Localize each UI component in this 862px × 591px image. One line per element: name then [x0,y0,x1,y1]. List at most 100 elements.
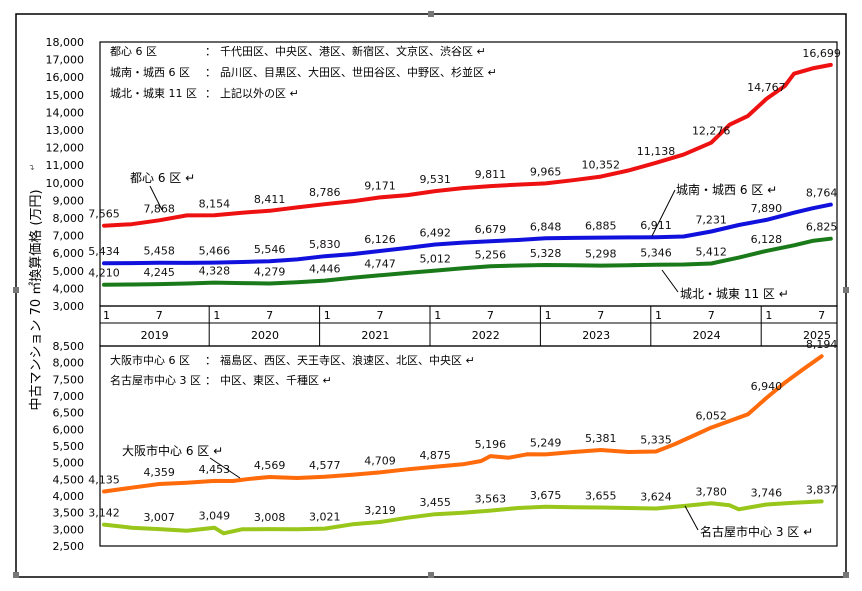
data-label: 9,531 [419,173,451,186]
data-label: 6,911 [640,219,672,232]
series-label-toshin: 都心 6 区 ↵ [130,171,195,185]
data-label: 3,455 [419,496,451,509]
x-month-label: 1 [545,309,552,322]
y-tick-label: 13,000 [46,124,85,137]
selection-handle-bottom-right[interactable] [843,572,849,578]
selection-handle-left[interactable] [13,287,19,293]
data-label: 3,837 [806,483,838,496]
y-tick-label: 3,500 [53,507,85,520]
selection-handle-top[interactable] [428,11,434,17]
data-label: 7,868 [143,202,175,215]
y-tick-label: 6,000 [53,423,85,436]
data-label: 5,546 [254,243,286,256]
data-label: 11,138 [637,145,676,158]
data-label: 5,256 [475,248,507,261]
x-month-label: 7 [266,309,273,322]
y-tick-label: 2,500 [53,540,85,553]
x-month-label: 1 [213,309,220,322]
x-month-label: 7 [818,309,825,322]
y-tick-label: 10,000 [46,177,85,190]
y-tick-label: 7,500 [53,373,85,386]
data-label: 4,210 [88,267,120,280]
data-label: 3,746 [751,486,783,499]
data-label: 5,381 [585,432,617,445]
data-label: 5,196 [475,438,507,451]
x-month-label: 7 [597,309,604,322]
x-year-label: 2022 [472,329,500,342]
y-tick-label: 5,000 [53,265,85,278]
data-label: 3,780 [695,485,727,498]
leader-line-toshin [149,185,163,211]
data-label: 3,563 [475,493,507,506]
data-label: 6,052 [695,410,727,423]
y-tick-label: 8,500 [53,340,85,353]
y-tick-label: 6,000 [53,247,85,260]
legend-series-name: 都心 6 区 [110,45,157,58]
data-label: 9,171 [364,179,396,192]
data-label: 3,007 [143,511,175,524]
x-month-label: 7 [487,309,494,322]
data-label: 4,328 [199,265,231,278]
y-tick-label: 17,000 [46,54,85,67]
legend-wards: 品川区、目黒区、大田区、世田谷区、中野区、杉並区 ↵ [220,65,497,79]
legend-wards: 千代田区、中央区、港区、新宿区、文京区、渋谷区 ↵ [220,44,486,58]
data-label: 6,825 [806,221,838,234]
legend-colon: ： [205,45,216,58]
data-label: 7,890 [751,202,783,215]
selection-handles [13,11,849,578]
x-month-label: 7 [377,309,384,322]
data-label: 6,679 [475,223,507,236]
x-year-label: 2020 [251,329,279,342]
data-label: 4,279 [254,265,286,278]
legend-colon: ： [205,354,216,367]
y-tick-label: 4,000 [53,490,85,503]
legend-wards: 上記以外の区 ↵ [220,86,299,100]
legend-series-name: 名古屋市中心 3 区 [110,373,201,387]
x-month-label: 1 [103,309,110,322]
data-label: 6,492 [419,227,451,240]
data-label: 5,466 [199,245,231,258]
data-label: 5,249 [530,436,562,449]
x-year-label: 2025 [803,329,831,342]
data-label: 8,194 [806,338,838,351]
selection-handle-right[interactable] [843,287,849,293]
series-label-nagoya: 名古屋市中心 3 区 ↵ [700,524,813,539]
data-label: 3,219 [364,504,396,517]
legend-colon: ： [205,66,216,79]
data-label: 4,577 [309,459,341,472]
data-label: 3,675 [530,489,562,502]
selection-handle-bottom-left[interactable] [13,572,19,578]
data-label: 6,126 [364,233,396,246]
y-tick-label: 15,000 [46,89,85,102]
data-label: 12,276 [692,125,731,138]
data-label: 4,875 [419,449,451,462]
data-label: 4,709 [364,454,396,467]
data-label: 3,008 [254,511,286,524]
x-month-label: 7 [708,309,715,322]
series-layer [102,62,833,536]
series-label-johoku: 城北・城東 11 区 ↵ [680,287,789,301]
data-label: 8,786 [309,186,341,199]
y-tick-label: 7,000 [53,230,85,243]
x-year-label: 2023 [582,329,610,342]
label-layer: 7,565 7,868 8,154 8,411 8,786 9,171 9,531 9,811… [88,47,841,539]
data-label: 5,458 [143,245,175,258]
y-tick-label: 4,500 [53,473,85,486]
y-tick-label: 6,500 [53,407,85,420]
x-month-label: 1 [324,309,331,322]
data-label: 4,135 [88,474,120,487]
y-axis-label-mark: ↵ [28,164,37,171]
series-line-0-0 [102,62,833,228]
data-label: 16,699 [802,47,841,60]
series-label-jonan: 城南・城西 6 区 ↵ [676,182,777,197]
selection-handle-bottom[interactable] [428,572,434,578]
series-line-1-0 [102,354,824,494]
y-tick-label: 3,000 [53,523,85,536]
axis-layer: 3,000 4,000 5,000 6,000 7,000 8,000 9,000 10,00… [46,36,832,553]
data-label: 4,446 [309,263,341,276]
leader-line-osaka [209,457,241,479]
data-label: 3,142 [88,507,120,520]
y-tick-label: 5,500 [53,440,85,453]
